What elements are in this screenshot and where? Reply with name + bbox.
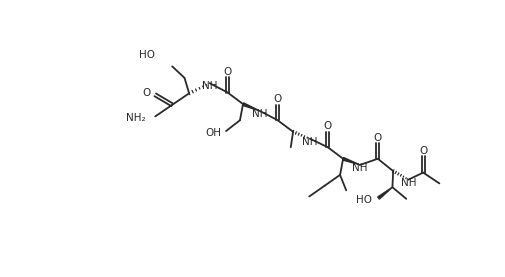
Text: NH: NH [352, 163, 368, 173]
Text: O: O [374, 133, 382, 143]
Polygon shape [378, 187, 392, 199]
Text: HO: HO [139, 50, 155, 60]
Text: NH: NH [252, 109, 268, 119]
Text: NH: NH [401, 178, 416, 188]
Text: HO: HO [357, 194, 372, 204]
Polygon shape [242, 103, 260, 111]
Text: NH: NH [302, 137, 318, 147]
Text: O: O [419, 146, 427, 156]
Text: OH: OH [206, 128, 222, 138]
Text: NH: NH [202, 81, 218, 91]
Text: O: O [274, 94, 282, 104]
Polygon shape [343, 158, 360, 165]
Text: O: O [224, 67, 232, 77]
Text: NH₂: NH₂ [126, 113, 146, 123]
Text: O: O [324, 121, 332, 131]
Text: O: O [142, 88, 150, 98]
